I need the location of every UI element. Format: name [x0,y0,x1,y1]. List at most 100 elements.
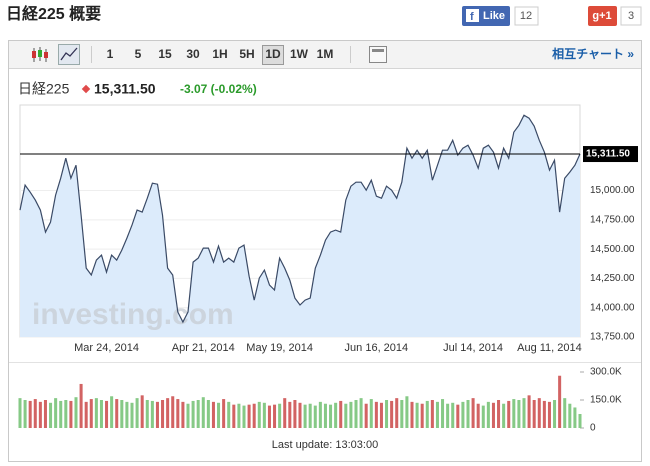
volume-bar [166,398,170,428]
volume-bar [140,395,144,428]
volume-bar [217,402,221,428]
interval-button[interactable]: 1W [290,47,309,61]
volume-bar [369,399,373,428]
interval-button[interactable]: 1D [265,47,281,61]
volume-bar [379,402,383,428]
volume-bar [573,407,577,428]
compare-link[interactable]: 相互チャート » [552,46,634,61]
volume-bar [150,400,154,428]
gplus-bg [588,6,617,26]
volume-bar [84,401,88,428]
volume-bar [145,400,149,428]
volume-bar [359,398,363,428]
volume-bar [257,401,261,428]
volume-bar [446,403,450,428]
volume-bar [54,398,58,428]
fb-icon [466,9,479,22]
volume-bar [558,375,562,428]
volume-bar [43,400,47,428]
volume-bar [374,401,378,428]
interval-button[interactable]: 1 [107,47,114,61]
candle-icon[interactable] [32,47,48,62]
y-tick-label: 15,000.00 [590,185,635,196]
quote-marker [81,84,91,94]
volume-bar [293,400,297,428]
volume-bar [181,401,185,428]
volume-bar [283,398,287,428]
quote-change: -3.07 (-0.02%) [180,82,257,96]
last-price-box [583,146,638,163]
volume-bar [527,395,531,428]
volume-bar [466,400,470,428]
like-label: Like [483,10,505,22]
volume-bar [49,402,53,428]
interval-button[interactable]: 15 [158,47,172,61]
volume-bar [385,400,389,428]
volume-bar [318,401,322,428]
volume-bar [481,405,485,428]
volume-bar [273,404,277,428]
volume-bar [222,399,226,428]
volume-bar [99,400,103,428]
volume-bar [278,403,282,428]
volume-bar [252,403,256,428]
volume-bar [486,401,490,428]
like-count: 12 [520,10,532,22]
watermark: investing.com [32,298,234,331]
quote-name: 日経225 [18,81,70,97]
volume-bar [451,402,455,428]
volume-bar [334,402,338,428]
volume-bar [28,400,32,428]
volume-bar [38,401,42,428]
x-tick-label: Jul 14, 2014 [443,342,503,354]
gplus-label: g+1 [592,10,611,22]
x-tick-label: Mar 24, 2014 [74,342,139,354]
gplus-count: 3 [628,10,634,22]
volume-bar [420,403,424,428]
volume-bar [390,400,394,428]
interval-button[interactable]: 5 [135,47,142,61]
interval-button[interactable]: 30 [186,47,200,61]
volume-bar [491,402,495,428]
volume-bar [568,403,572,428]
like-button[interactable]: f Like [462,6,510,26]
volume-bar [349,401,353,428]
volume-bar [171,396,175,428]
volume-bar [461,401,465,428]
volume-bar [329,404,333,428]
volume-bar [74,397,78,428]
last-price-label: 15,311.50 [586,149,630,160]
x-tick-label: Apr 21, 2014 [172,342,235,354]
volume-bar [537,398,541,428]
volume-bar [125,401,129,428]
volume-bar [176,399,180,428]
gplus-count-box [620,6,642,26]
volume-bar [507,400,511,428]
volume-bar [186,403,190,428]
volume-bar [79,383,83,428]
area-fill [20,115,580,337]
settings-icon[interactable] [369,46,387,63]
volume-bar [522,398,526,428]
volume-bar [242,405,246,428]
volume-bar [161,400,165,428]
interval-button[interactable]: 1M [317,47,334,61]
toolbar [9,41,641,68]
volume-bar [64,400,68,428]
volume-bar [135,398,139,428]
volume-bar [23,400,27,428]
volume-bar [532,400,536,428]
fb-f: f [470,11,474,23]
volume-bar [517,400,521,428]
line-icon[interactable] [58,44,80,65]
volume-bar [196,400,200,428]
volume-bar [247,404,251,428]
gplus-button[interactable]: g+1 [588,6,617,26]
volume-bar [155,401,159,428]
volume-bar [563,398,567,428]
y-tick-label: 14,750.00 [590,214,635,225]
interval-button[interactable]: 5H [239,47,254,61]
volume-bar [232,404,236,428]
interval-button[interactable]: 1H [212,47,227,61]
volume-bar [33,399,37,428]
